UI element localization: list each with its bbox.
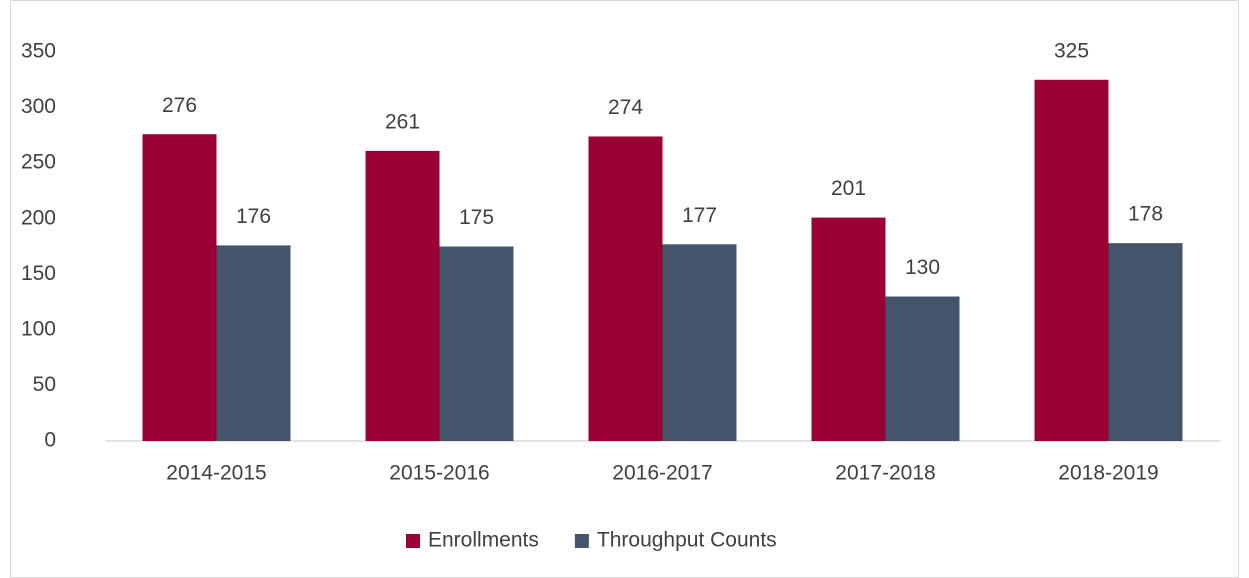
y-tick-label: 0 — [44, 429, 56, 452]
x-tick-label: 2014-2015 — [166, 462, 266, 485]
bar — [439, 246, 514, 441]
value-label: 130 — [905, 256, 940, 279]
legend-swatch — [574, 534, 589, 548]
y-tick-label: 150 — [21, 262, 56, 285]
bar — [216, 245, 291, 441]
y-tick-label: 350 — [21, 40, 56, 63]
bar — [811, 217, 886, 441]
legend-label: Throughput Counts — [597, 529, 777, 552]
bar — [1034, 79, 1109, 442]
value-label: 274 — [608, 96, 643, 119]
bar — [885, 296, 960, 441]
value-label: 177 — [682, 204, 717, 227]
value-label: 201 — [831, 177, 866, 200]
x-tick-label: 2018-2019 — [1058, 462, 1158, 485]
bar — [662, 244, 737, 441]
x-tick-label: 2017-2018 — [835, 462, 935, 485]
bar — [1108, 243, 1183, 441]
value-label: 176 — [236, 205, 271, 228]
y-tick-label: 200 — [21, 206, 56, 229]
legend-swatch — [406, 534, 420, 548]
y-tick-label: 300 — [21, 95, 56, 118]
bar — [588, 136, 663, 441]
y-tick-label: 250 — [21, 151, 56, 174]
legend-label: Enrollments — [428, 529, 539, 552]
y-tick-label: 50 — [33, 373, 56, 396]
value-label: 175 — [459, 206, 494, 229]
x-tick-label: 2016-2017 — [612, 462, 712, 485]
value-label: 325 — [1054, 39, 1089, 62]
bar — [365, 150, 440, 441]
value-label: 276 — [162, 94, 197, 117]
y-tick-label: 100 — [21, 317, 56, 340]
value-label: 178 — [1128, 203, 1163, 226]
value-label: 261 — [385, 110, 420, 133]
bar — [142, 134, 217, 441]
x-tick-label: 2015-2016 — [389, 462, 489, 485]
